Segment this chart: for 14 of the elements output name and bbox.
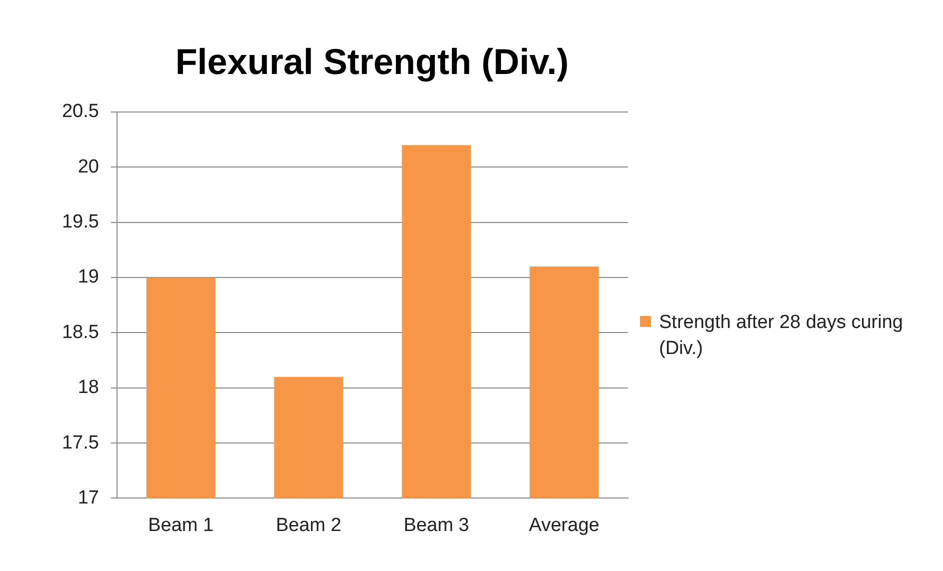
- y-tick-label: 17.5: [62, 432, 99, 454]
- y-tick-label: 20: [78, 156, 99, 178]
- x-tick-label: Beam 1: [148, 514, 214, 536]
- x-tick-label: Beam 2: [276, 514, 342, 536]
- y-tick-label: 18: [78, 377, 99, 398]
- y-tick-label: 19.5: [62, 212, 99, 233]
- y-tick-label: 19: [78, 266, 99, 288]
- y-tick-label: 20.5: [62, 101, 99, 122]
- legend-label: Strength after 28 days curing (Div.): [659, 311, 904, 361]
- chart-title: Flexural Strength (Div.): [175, 40, 569, 82]
- y-tick-label: 18.5: [62, 322, 99, 343]
- x-tick-label: Beam 3: [404, 514, 470, 536]
- x-tick-label: Average: [528, 514, 600, 536]
- y-tick-label: 17: [78, 487, 99, 508]
